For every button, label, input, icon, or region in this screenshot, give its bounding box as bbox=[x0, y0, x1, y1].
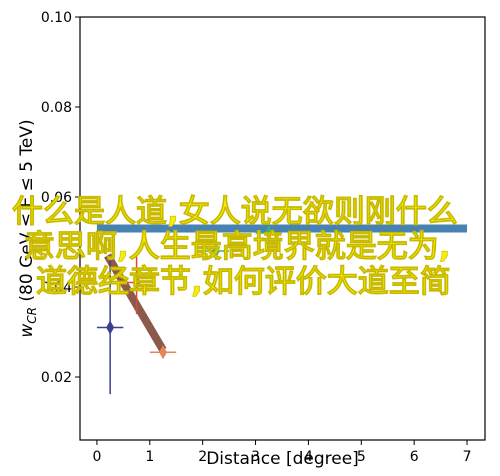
y-label-main: w bbox=[17, 324, 37, 338]
x-tick-label: 0 bbox=[92, 449, 101, 465]
x-axis-label: Distance [degree] bbox=[206, 449, 359, 469]
x-tick-label: 3 bbox=[251, 449, 260, 465]
line-series bbox=[104, 253, 167, 353]
x-tick-label: 4 bbox=[304, 449, 313, 465]
point bbox=[264, 226, 273, 240]
x-tick-label: 6 bbox=[410, 449, 419, 465]
y-tick-label: 0.04 bbox=[41, 280, 72, 296]
x-tick-label: 5 bbox=[357, 449, 366, 465]
y-axis-label: wCR (80 GeV ≤ E ≤ 5 TeV) bbox=[17, 119, 39, 337]
y-tick-label: 0.10 bbox=[41, 10, 72, 26]
overlay-text: 什么是人道,女人说无欲则刚什么 bbox=[12, 194, 458, 230]
point bbox=[159, 345, 168, 360]
y-label-sub: CR bbox=[25, 307, 39, 324]
x-tick-label: 1 bbox=[145, 449, 154, 465]
y-label-rest: (80 GeV ≤ E ≤ 5 TeV) bbox=[17, 119, 37, 307]
overlay-text: 道德经章节,如何评价大道至简 bbox=[36, 264, 451, 300]
point bbox=[132, 275, 141, 290]
x-tick-label: 2 bbox=[198, 449, 207, 465]
y-tick-label: 0.06 bbox=[41, 190, 72, 206]
y-tick-label: 0.02 bbox=[41, 370, 72, 386]
x-tick-label: 7 bbox=[463, 449, 472, 465]
overlay-text: 意思啊,人生最高境界就是无为, bbox=[24, 229, 451, 265]
y-tick-label: 0.08 bbox=[41, 100, 72, 116]
point bbox=[106, 320, 115, 335]
plot-frame bbox=[79, 16, 486, 441]
point bbox=[211, 244, 220, 258]
